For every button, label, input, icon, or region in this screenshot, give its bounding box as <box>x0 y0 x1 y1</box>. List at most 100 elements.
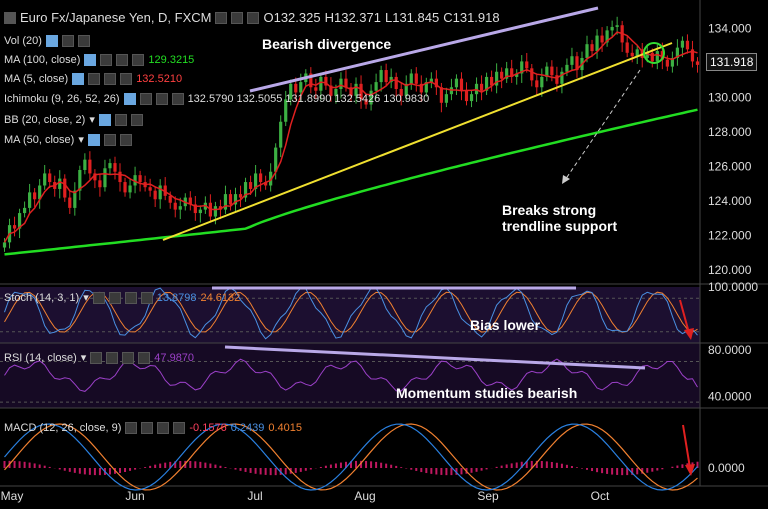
eye-icon[interactable] <box>84 54 97 66</box>
candle-body <box>198 209 202 214</box>
price-tick-label: 122.000 <box>708 228 752 242</box>
divergence-line <box>249 6 599 93</box>
close-icon[interactable] <box>132 54 145 66</box>
stoch-arrow-head <box>684 328 694 340</box>
chevron-down-icon[interactable]: ▾ <box>89 114 95 126</box>
toggle-icon[interactable] <box>231 11 244 24</box>
close-icon[interactable] <box>140 291 153 304</box>
divergence-annotation: Bearish divergence <box>262 36 392 52</box>
eye-icon[interactable] <box>45 35 58 47</box>
bb-legend[interactable]: BB (20, close, 2) ▾ <box>4 113 143 126</box>
close-icon[interactable] <box>173 422 186 434</box>
candle-body <box>424 82 428 93</box>
candle-body <box>339 78 343 89</box>
open-value: O132.325 <box>263 10 321 25</box>
vol-label: Vol (20) <box>4 35 42 47</box>
settings-icon[interactable] <box>215 11 228 24</box>
ma100-legend[interactable]: MA (100, close) 129.3215 <box>4 54 194 66</box>
candle-body <box>228 194 233 205</box>
eye-icon[interactable] <box>123 93 136 105</box>
candle-body <box>655 51 659 62</box>
eye-icon[interactable] <box>72 73 85 85</box>
ma50-legend[interactable]: MA (50, close) ▾ <box>4 133 132 146</box>
ma100-label: MA (100, close) <box>4 54 81 66</box>
macd-signal-line <box>4 423 698 491</box>
stoch-d-value: 24.6132 <box>200 291 241 304</box>
candle-body <box>520 61 524 74</box>
stoch-arrow-line <box>679 299 690 334</box>
plus-icon[interactable] <box>122 351 135 364</box>
collapse-icon[interactable] <box>4 11 16 24</box>
bar-type-icon[interactable] <box>247 11 260 24</box>
settings-icon[interactable] <box>108 291 121 304</box>
chevron-down-icon[interactable]: ▾ <box>78 134 84 146</box>
plus-icon[interactable] <box>124 291 137 304</box>
stoch-legend[interactable]: Stoch (14, 3, 1) ▾ 13.8798 24.6132 <box>4 291 240 304</box>
chevron-down-icon[interactable]: ▾ <box>80 352 87 364</box>
rsi-legend[interactable]: RSI (14, close) ▾ 47.9870 <box>4 351 194 364</box>
candle-body <box>213 206 218 217</box>
candle-body <box>399 88 403 96</box>
close-icon[interactable] <box>77 35 90 47</box>
candle-body <box>369 90 373 105</box>
candle-body <box>374 82 378 91</box>
settings-icon[interactable] <box>100 54 113 66</box>
dashed-arrow-head <box>562 175 570 184</box>
candle-body <box>490 76 494 86</box>
candle-body <box>469 94 474 102</box>
candle-body <box>173 202 177 210</box>
close-icon[interactable] <box>130 113 143 126</box>
candle-body <box>500 71 504 79</box>
eye-icon[interactable] <box>87 133 100 146</box>
settings-icon[interactable] <box>103 133 116 146</box>
close-icon[interactable] <box>120 73 133 85</box>
candle-body <box>113 163 117 172</box>
macd-legend[interactable]: MACD (12, 26, close, 9) -0.1576 0.2439 0… <box>4 422 302 434</box>
settings-icon[interactable] <box>141 422 154 434</box>
eye-icon[interactable] <box>125 422 138 434</box>
chevron-down-icon[interactable]: ▾ <box>83 292 89 304</box>
x-tick-label: Aug <box>354 489 375 503</box>
macd-line-value: 0.2439 <box>230 422 265 434</box>
candle-body <box>349 87 353 96</box>
eye-icon[interactable] <box>98 113 111 126</box>
candle-body <box>615 25 619 27</box>
close-icon[interactable] <box>171 93 184 105</box>
settings-icon[interactable] <box>88 73 101 85</box>
close-icon[interactable] <box>138 351 151 364</box>
candle-body <box>259 173 263 183</box>
eye-icon[interactable] <box>90 351 103 364</box>
ma5-legend[interactable]: MA (5, close) 132.5210 <box>4 73 182 85</box>
candle-body <box>645 52 649 58</box>
price-tick-label: 126.000 <box>708 160 752 174</box>
rsi-label: RSI (14, close) <box>4 351 77 364</box>
ichimoku-legend[interactable]: Ichimoku (9, 26, 52, 26) 132.5790 132.50… <box>4 93 429 105</box>
settings-icon[interactable] <box>114 113 127 126</box>
candle-body <box>665 59 669 67</box>
candle-body <box>17 213 22 229</box>
plus-icon[interactable] <box>116 54 129 66</box>
candle-body <box>118 171 122 183</box>
close-icon[interactable] <box>119 133 132 146</box>
settings-icon[interactable] <box>106 351 119 364</box>
candle-body <box>660 51 664 60</box>
dashed-arrow-line <box>564 69 641 181</box>
x-tick-label: Jun <box>125 489 144 503</box>
settings-icon[interactable] <box>139 93 152 105</box>
candle-body <box>680 40 685 48</box>
ma5-label: MA (5, close) <box>4 73 69 85</box>
bb-label: BB (20, close, 2) <box>4 113 86 126</box>
plus-icon[interactable] <box>157 422 170 434</box>
candle-body <box>635 49 639 57</box>
plus-icon[interactable] <box>104 73 117 85</box>
plus-icon[interactable] <box>155 93 168 105</box>
macd-hist-value: -0.1576 <box>189 422 227 434</box>
settings-icon[interactable] <box>61 35 74 47</box>
candle-body <box>284 99 288 122</box>
symbol-legend[interactable]: Euro Fx/Japanese Yen, D, FXCM O132.325 H… <box>4 10 500 25</box>
eye-icon[interactable] <box>92 291 105 304</box>
candle-body <box>429 78 433 83</box>
vol-legend[interactable]: Vol (20) <box>4 35 90 47</box>
candle-body <box>58 178 62 189</box>
